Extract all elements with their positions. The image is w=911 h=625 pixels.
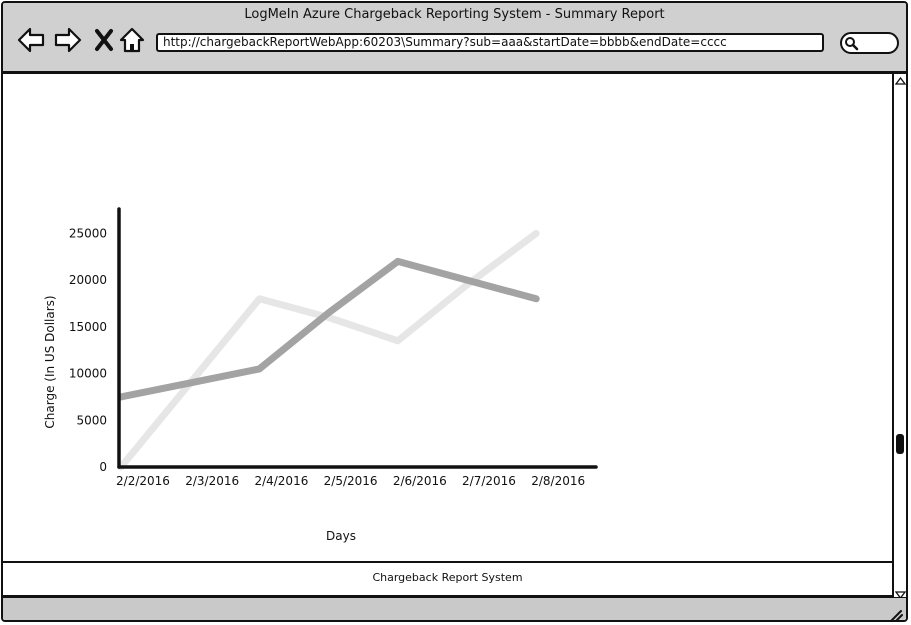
x-tick-label: 2/4/2016: [254, 474, 308, 488]
home-button[interactable]: [117, 25, 147, 55]
x-tick-label: 2/6/2016: [393, 474, 447, 488]
search-icon: [845, 37, 859, 51]
y-axis-title: Charge (In US Dollars): [43, 295, 57, 428]
page-content: 0 5000 10000 15000 20000 25000 2/2/2016 2/3/201…: [3, 74, 892, 561]
browser-toolbar: LogMeIn Azure Chargeback Reporting Syste…: [3, 3, 906, 74]
page-footer: Chargeback Report System: [3, 561, 892, 597]
home-icon: [119, 27, 145, 53]
charge-line-chart: 0 5000 10000 15000 20000 25000 2/2/2016 2/3/201…: [43, 207, 598, 543]
y-tick-label: 0: [99, 460, 107, 474]
forward-button[interactable]: [53, 25, 83, 55]
resize-grip-icon[interactable]: [888, 608, 904, 622]
y-tick-label: 20000: [69, 273, 107, 287]
scroll-down-icon[interactable]: [895, 590, 906, 600]
x-tick-label: 2/2/2016: [116, 474, 170, 488]
y-tick-label: 10000: [69, 367, 107, 381]
y-tick-label: 5000: [76, 413, 107, 427]
status-bar: [3, 597, 906, 622]
back-button[interactable]: [16, 25, 46, 55]
x-axis-title: Days: [326, 529, 356, 543]
back-arrow-icon: [17, 27, 45, 53]
search-field[interactable]: [840, 32, 899, 54]
series-line-2: [117, 229, 540, 471]
stop-button[interactable]: [89, 25, 119, 55]
series-line-1: [117, 257, 540, 401]
forward-arrow-icon: [54, 27, 82, 53]
window-title: LogMeIn Azure Chargeback Reporting Syste…: [244, 7, 665, 22]
address-bar[interactable]: http://chargebackReportWebApp:60203\Summ…: [156, 33, 824, 52]
close-icon: [95, 29, 113, 51]
y-tick-label: 15000: [69, 320, 107, 334]
x-tick-label: 2/3/2016: [185, 474, 239, 488]
x-tick-label: 2/8/2016: [531, 474, 585, 488]
x-tick-label: 2/5/2016: [324, 474, 378, 488]
scrollbar-thumb[interactable]: [896, 434, 904, 454]
y-tick-label: 25000: [69, 226, 107, 240]
vertical-scrollbar[interactable]: [892, 74, 906, 602]
scroll-up-icon[interactable]: [895, 76, 906, 86]
x-tick-label: 2/7/2016: [462, 474, 516, 488]
